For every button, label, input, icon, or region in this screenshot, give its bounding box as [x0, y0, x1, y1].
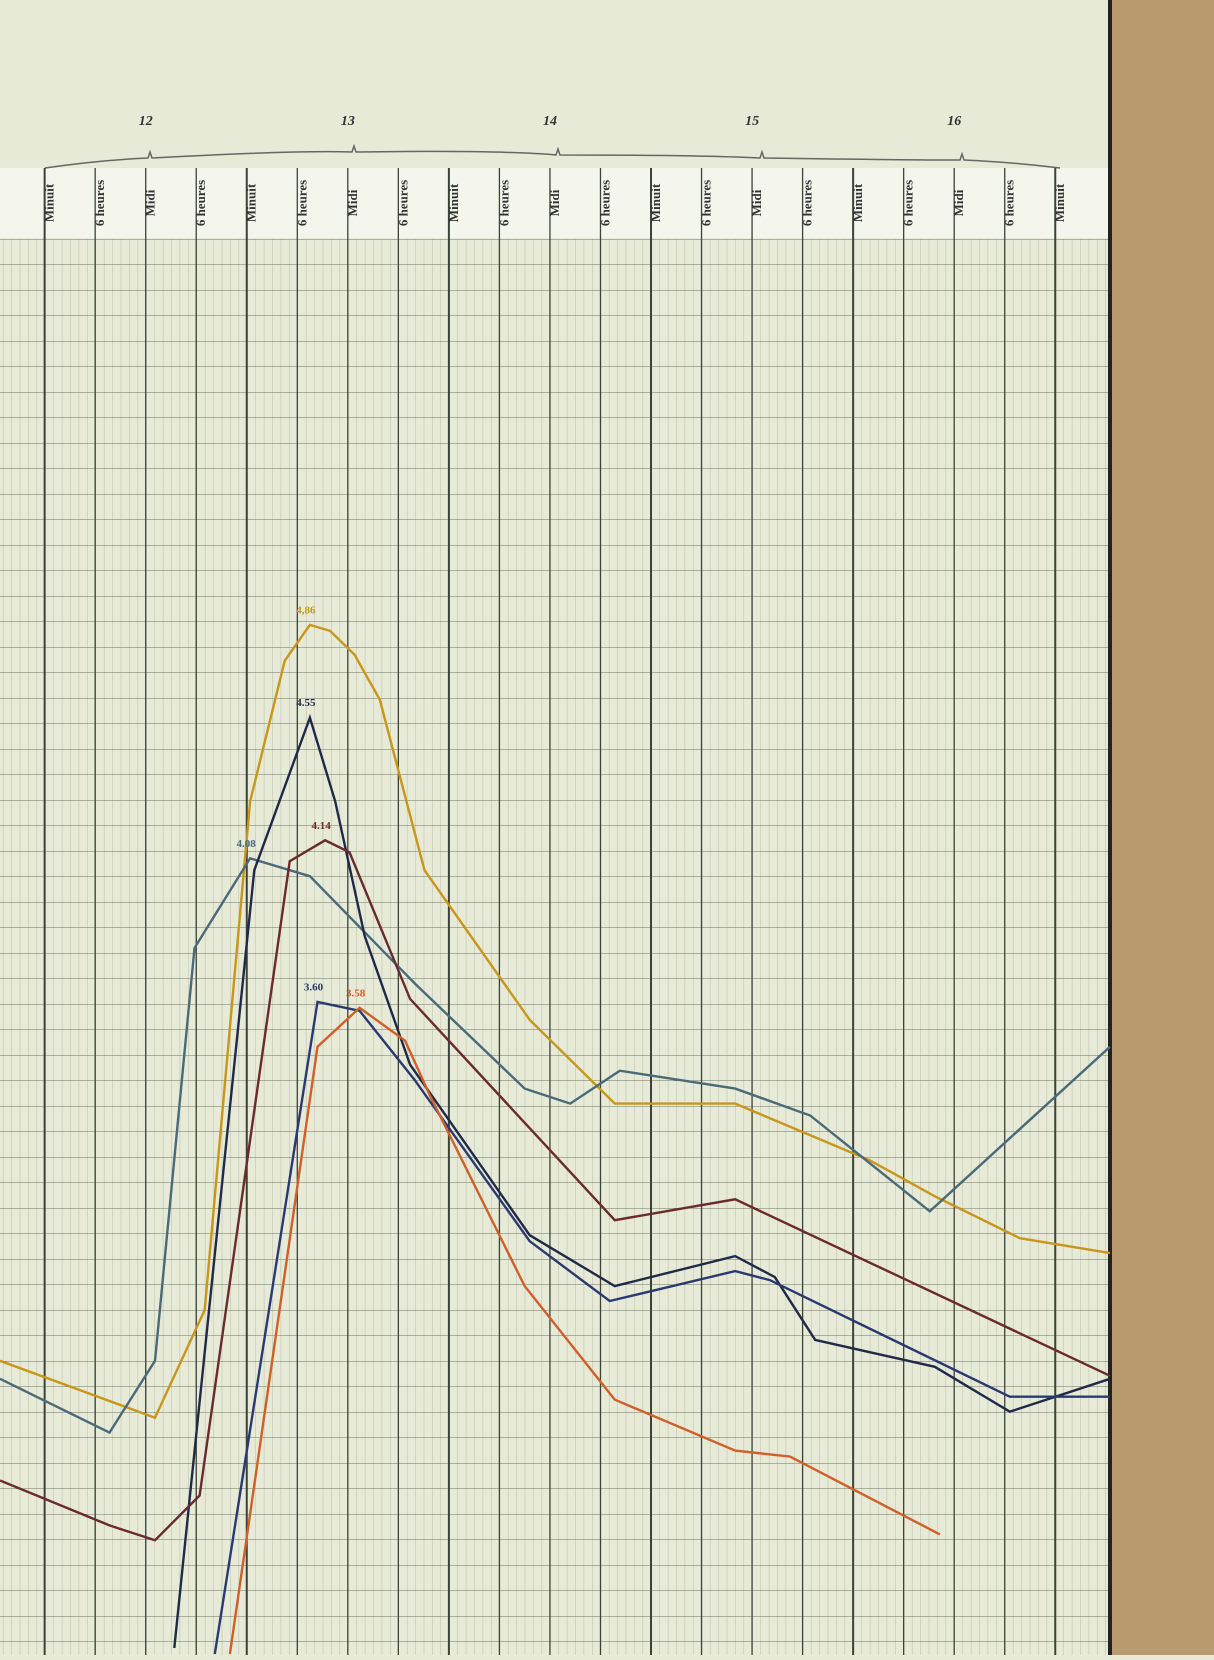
x-tick-label: Minuit: [42, 183, 57, 222]
value-label: 4.55: [296, 697, 316, 709]
page-edge: [1110, 0, 1214, 1655]
x-tick-label: Midi: [547, 189, 562, 216]
x-tick-label: 6 heures: [496, 180, 511, 226]
x-tick-label: Midi: [143, 189, 158, 216]
x-tick-label: Minuit: [446, 183, 461, 222]
x-tick-label: Minuit: [1052, 183, 1067, 222]
day-label: 15: [745, 114, 759, 129]
value-label: 4.14: [311, 820, 331, 832]
value-label: 3.60: [304, 981, 324, 993]
x-tick-label: 6 heures: [92, 180, 107, 226]
day-label: 13: [341, 114, 355, 129]
graph-paper: [0, 239, 1110, 1655]
x-tick-label: Minuit: [648, 183, 663, 222]
x-tick-label: 6 heures: [193, 180, 208, 226]
x-tick-label: Midi: [345, 189, 360, 216]
x-tick-label: 6 heures: [1002, 180, 1017, 226]
x-tick-label: 6 heures: [699, 180, 714, 226]
x-tick-label: 6 heures: [294, 180, 309, 226]
value-label: 4,86: [296, 604, 316, 616]
x-tick-label: Midi: [749, 189, 764, 216]
x-tick-label: 6 heures: [800, 180, 815, 226]
x-tick-label: 6 heures: [597, 180, 612, 226]
x-tick-label: Minuit: [244, 183, 259, 222]
value-label: 3.58: [346, 987, 366, 999]
x-tick-label: Minuit: [850, 183, 865, 222]
day-label: 12: [139, 114, 153, 129]
x-tick-label: 6 heures: [395, 180, 410, 226]
value-label: 4.08: [237, 838, 257, 850]
chart: Minuit 6 heures Midi 6 heures Minuit 6 heures…: [0, 0, 1214, 1655]
x-tick-label: 6 heures: [901, 180, 916, 226]
day-label: 14: [543, 114, 557, 129]
x-tick-label: Midi: [951, 189, 966, 216]
day-label: 16: [947, 114, 961, 129]
